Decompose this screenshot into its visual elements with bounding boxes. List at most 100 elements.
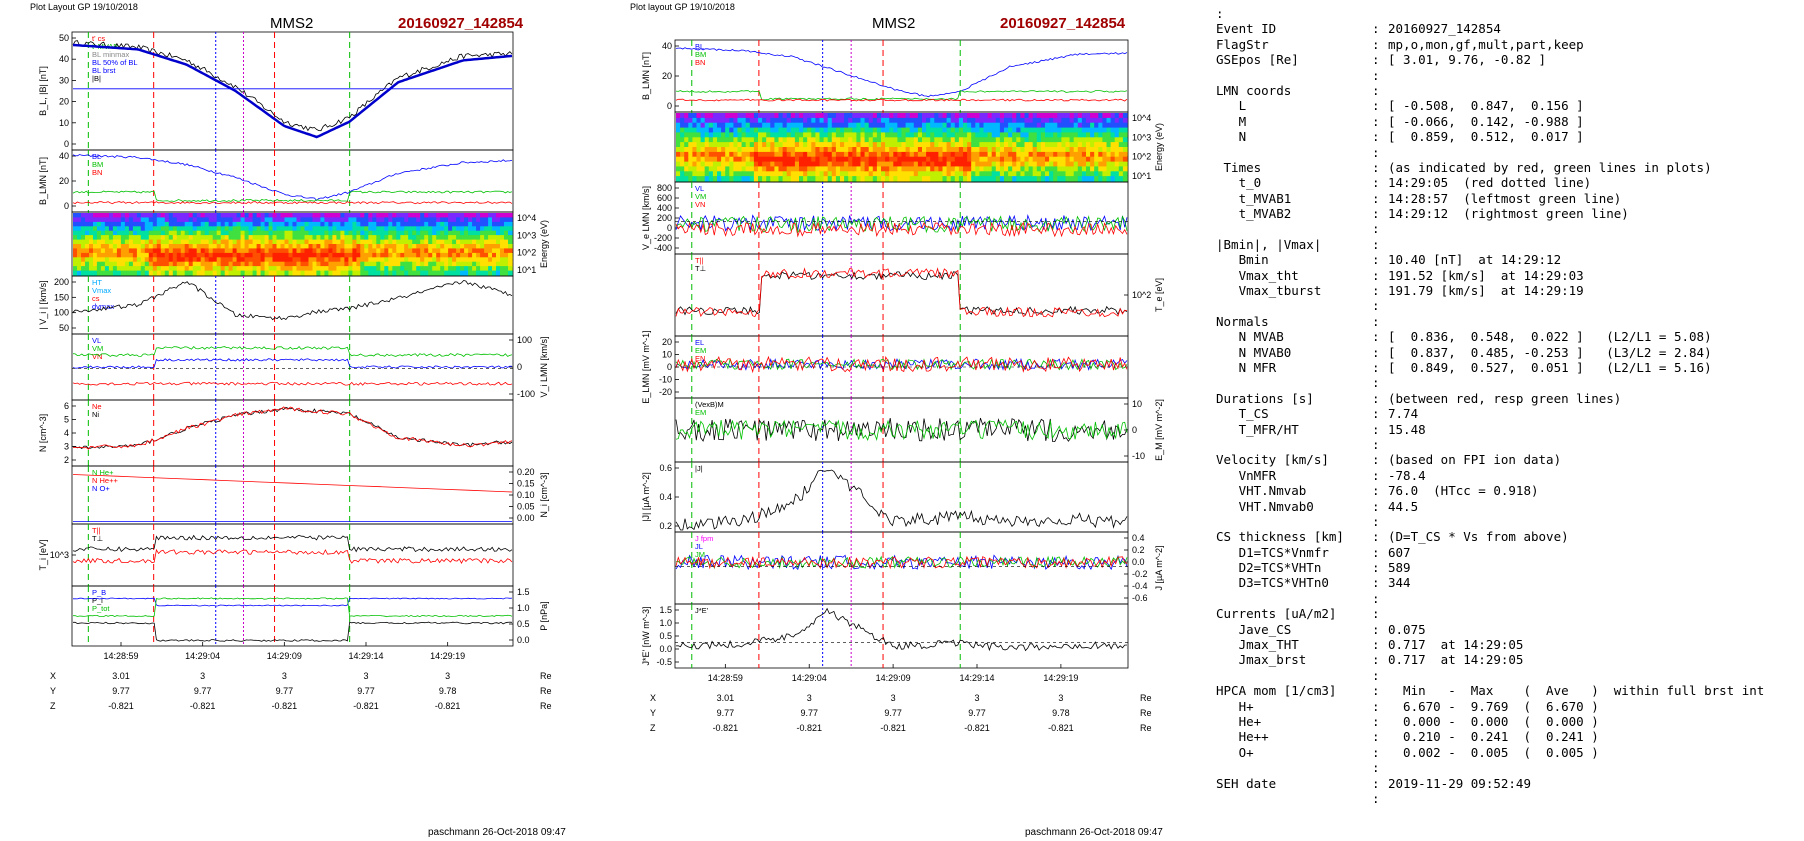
spacecraft-title: MMS2 [270, 15, 313, 32]
legend-entry: JL [695, 542, 703, 551]
info-key: N MVAB0 [1216, 344, 1292, 360]
time-tick-label: 14:29:14 [348, 651, 383, 661]
info-colon: : [1372, 590, 1380, 606]
BN-trace [72, 201, 513, 205]
y-tick-label: 6 [64, 401, 69, 411]
y-tick-label: 1.0 [659, 618, 672, 628]
info-colon: : [1372, 144, 1380, 160]
info-key: LMN coords [1216, 82, 1292, 98]
info-row: Bmin:10.40 [nT] at 14:29:12 [1216, 252, 1764, 267]
info-value: [ -0.066, 0.142, -0.988 ] [1388, 113, 1584, 129]
B-magnitude [72, 40, 513, 132]
info-key: Velocity [km/s] [1216, 452, 1329, 468]
info-value: [ -0.508, 0.847, 0.156 ] [1388, 98, 1584, 114]
y-tick-label: 0.4 [1132, 533, 1145, 543]
ephem-value: -0.821 [190, 701, 216, 711]
legend-entry: N O+ [92, 484, 110, 493]
info-value: 7.74 [1388, 406, 1419, 422]
info-row: D1=TCS*Vnmfr:607 [1216, 545, 1764, 560]
info-value: 0.717 at 14:29:05 [1388, 652, 1524, 668]
info-value: 15.48 [1388, 421, 1426, 437]
time-tick-label: 14:29:09 [876, 673, 911, 683]
y-tick-label: 10^3 [1132, 132, 1151, 142]
ephem-unit: Re [1140, 708, 1152, 718]
info-value: 0.075 [1388, 621, 1426, 637]
y-tick-label: 10 [1132, 399, 1142, 409]
BM-trace [675, 90, 1128, 101]
info-colon: : [1372, 667, 1380, 683]
info-value: 44.5 [1388, 498, 1419, 514]
info-key: Durations [s] [1216, 390, 1314, 406]
info-row: VHT.Nmvab:76.0 (HTcc = 0.918) [1216, 483, 1764, 498]
ephem-value: 3 [363, 671, 368, 681]
legend-entry: BL minmax [92, 50, 129, 59]
info-colon: : [1372, 129, 1380, 145]
info-colon: : [1372, 652, 1380, 668]
ephem-unit: Re [540, 701, 552, 711]
legend-entry: EL [695, 338, 704, 347]
left-plot-column: Plot Layout GP 19/10/2018 MMS2 20160927_14… [30, 2, 566, 838]
info-value: 76.0 (HTcc = 0.918) [1388, 483, 1539, 499]
ephem-value: 3 [282, 671, 287, 681]
info-colon: : [1372, 621, 1380, 637]
y-axis-label: B_L, |B| [nT] [38, 66, 48, 116]
info-value: [ 0.859, 0.512, 0.017 ] [1388, 129, 1584, 145]
info-value: 6.670 - 9.769 ( 6.670 ) [1388, 698, 1599, 714]
info-row: D3=TCS*VHTn0:344 [1216, 575, 1764, 590]
y-axis-label: V_e LMN [km/s] [641, 186, 651, 250]
info-colon: : [1372, 606, 1380, 622]
info-colon: : [1372, 82, 1380, 98]
info-colon: : [1372, 236, 1380, 252]
y-tick-label: 20 [662, 71, 672, 81]
info-colon: : [1372, 190, 1380, 206]
y-tick-label: 0.2 [1132, 545, 1145, 555]
y-tick-label: 10^1 [1132, 171, 1151, 181]
y-tick-label: 0.15 [517, 479, 535, 489]
y-tick-label: 0.0 [659, 644, 672, 654]
info-colon: : [1372, 375, 1380, 391]
info-key: VnMFR [1216, 467, 1277, 483]
info-colon: : [1372, 21, 1380, 37]
info-colon: : [1372, 267, 1380, 283]
info-key: Jmax_THT [1216, 637, 1299, 653]
VL-trace [72, 358, 513, 369]
info-colon: : [1372, 52, 1380, 68]
y-tick-label: -0.5 [656, 657, 672, 667]
y-tick-label: 200 [54, 277, 69, 287]
y-axis-label-right: E_M [mV m^-2] [1154, 399, 1164, 461]
VM-trace [72, 346, 513, 358]
info-row: D2=TCS*VHTn:589 [1216, 560, 1764, 575]
y-tick-label: 100 [54, 308, 69, 318]
ephem-name: Z [50, 701, 56, 711]
Tperp-trace [72, 534, 513, 553]
Tpar-trace [675, 267, 1128, 318]
info-colon: : [1372, 421, 1380, 437]
panel-NHe: 0.000.05 0.100.15 0.20 N_i [cm^-3] N He+N He… [71, 465, 549, 525]
info-row: : [1216, 591, 1764, 606]
legend-entry: VL [695, 184, 704, 193]
info-row: CS thickness [km]: (D=T_CS * Vs from abov… [1216, 529, 1764, 544]
panel-frame [71, 275, 514, 335]
y-axis-label: J*E' [nW m^-3] [641, 607, 651, 666]
info-row: Jmax_brst:0.717 at 14:29:05 [1216, 652, 1764, 667]
ephem-name: X [650, 693, 656, 703]
info-row: t_MVAB1:14:28:57 (leftmost green line) [1216, 191, 1764, 206]
info-row: Jmax_THT:0.717 at 14:29:05 [1216, 637, 1764, 652]
info-value: [ 0.836, 0.548, 0.022 ] (L2/L1 = 5.08) [1388, 329, 1712, 345]
EM-trace [675, 419, 1128, 441]
y-axis-label: | V_i | [km/s] [38, 280, 48, 329]
legend-entry: Vmax [92, 286, 111, 295]
panel-JLMN: -0.6 -0.4 -0.2 0.0 0.2 0.4 J [µA m^-2] J fpmJLJ… [674, 531, 1164, 605]
info-key: t_MVAB2 [1216, 206, 1292, 222]
info-colon: : [1372, 452, 1380, 468]
info-row: SEH date:2019-11-29 09:52:49 [1216, 776, 1764, 791]
info-row: : [1216, 437, 1764, 452]
Ne-trace [72, 406, 513, 450]
time-tick-label: 14:28:59 [708, 673, 743, 683]
event-id-title: 20160927_142854 [1000, 15, 1126, 32]
info-colon: : [1372, 575, 1380, 591]
ephem-value: -0.821 [1048, 723, 1074, 733]
ephem-value: 9.77 [194, 686, 212, 696]
